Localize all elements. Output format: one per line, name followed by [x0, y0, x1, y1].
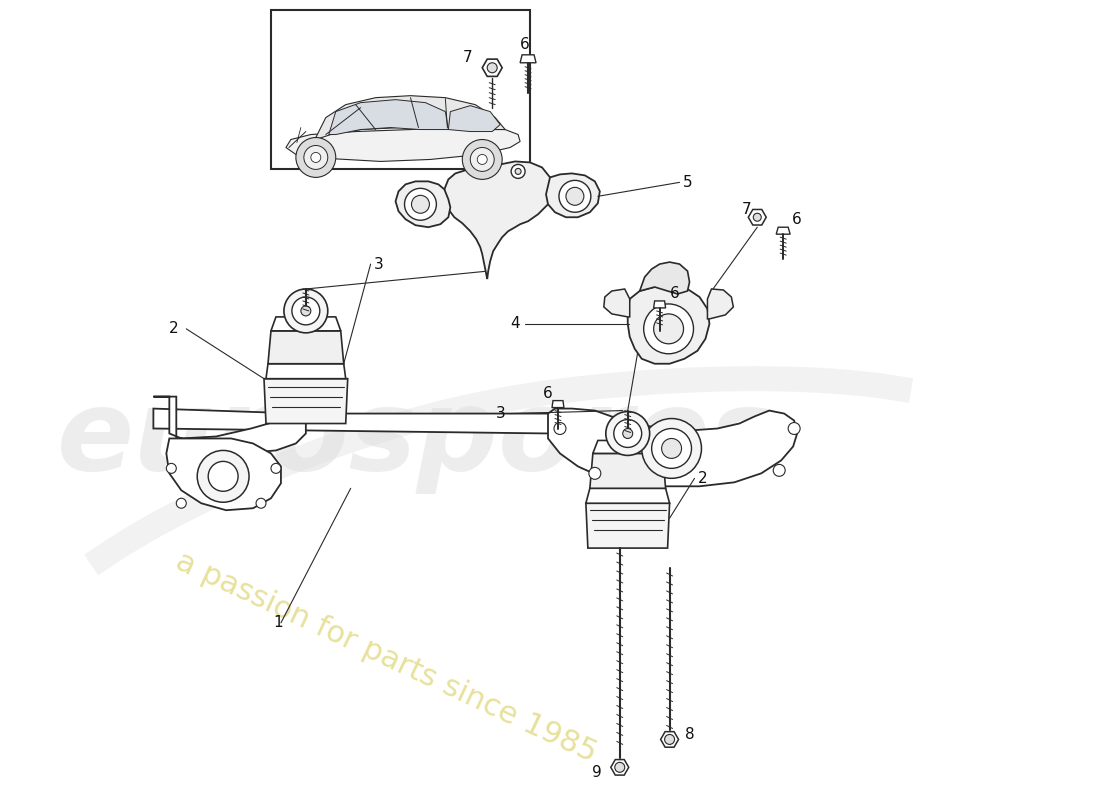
Text: 4: 4	[510, 316, 520, 331]
Polygon shape	[268, 331, 343, 364]
Circle shape	[559, 180, 591, 212]
Text: eurospores: eurospores	[57, 383, 778, 494]
Polygon shape	[552, 401, 564, 407]
Circle shape	[487, 62, 497, 73]
Polygon shape	[444, 162, 553, 279]
Polygon shape	[153, 397, 306, 454]
Polygon shape	[604, 289, 629, 317]
Text: 5: 5	[682, 175, 692, 190]
Polygon shape	[449, 106, 500, 131]
Circle shape	[405, 188, 437, 220]
Text: 9: 9	[592, 765, 602, 780]
Polygon shape	[311, 96, 505, 158]
Circle shape	[512, 165, 525, 178]
Circle shape	[515, 169, 521, 174]
Polygon shape	[707, 289, 734, 319]
Polygon shape	[266, 364, 345, 378]
Circle shape	[588, 467, 601, 479]
Polygon shape	[586, 488, 670, 503]
Text: 7: 7	[462, 50, 472, 66]
Text: 6: 6	[520, 38, 530, 52]
Circle shape	[477, 154, 487, 165]
Circle shape	[411, 195, 429, 214]
Circle shape	[208, 462, 238, 491]
Circle shape	[615, 762, 625, 772]
Circle shape	[166, 463, 176, 474]
Bar	[271, 10, 530, 170]
Polygon shape	[628, 286, 710, 364]
Text: 8: 8	[684, 727, 694, 742]
Circle shape	[653, 314, 683, 344]
Circle shape	[176, 498, 186, 508]
Circle shape	[644, 304, 693, 354]
Circle shape	[789, 422, 800, 434]
Text: 3: 3	[374, 257, 384, 271]
Polygon shape	[777, 227, 790, 234]
Circle shape	[641, 418, 702, 478]
Polygon shape	[610, 759, 629, 775]
Circle shape	[565, 187, 584, 206]
Circle shape	[304, 146, 328, 170]
Polygon shape	[640, 262, 690, 294]
Circle shape	[651, 429, 692, 468]
Polygon shape	[653, 301, 666, 308]
Text: a passion for parts since 1985: a passion for parts since 1985	[172, 547, 602, 768]
Polygon shape	[396, 182, 450, 227]
Text: 6: 6	[792, 212, 802, 226]
Circle shape	[471, 147, 494, 171]
Polygon shape	[264, 378, 348, 423]
Polygon shape	[286, 127, 520, 162]
Circle shape	[623, 429, 632, 438]
Polygon shape	[329, 100, 449, 134]
Circle shape	[311, 153, 321, 162]
Text: 1: 1	[273, 615, 283, 630]
Polygon shape	[590, 454, 666, 488]
Circle shape	[754, 214, 761, 222]
Circle shape	[292, 297, 320, 325]
Circle shape	[256, 498, 266, 508]
Text: 6: 6	[670, 286, 680, 302]
Circle shape	[271, 463, 281, 474]
Polygon shape	[748, 210, 767, 225]
Circle shape	[197, 450, 249, 502]
Circle shape	[296, 138, 336, 178]
Circle shape	[606, 411, 650, 455]
Circle shape	[462, 139, 503, 179]
Circle shape	[301, 306, 311, 316]
Polygon shape	[520, 55, 536, 62]
Polygon shape	[546, 174, 600, 218]
Text: 6: 6	[543, 386, 553, 401]
Text: 2: 2	[169, 322, 179, 336]
Polygon shape	[548, 409, 798, 486]
Polygon shape	[482, 59, 503, 76]
Circle shape	[664, 734, 674, 745]
Circle shape	[554, 422, 565, 434]
Polygon shape	[166, 438, 280, 510]
Polygon shape	[593, 441, 662, 454]
Circle shape	[614, 419, 641, 447]
Text: 3: 3	[496, 406, 506, 421]
Circle shape	[284, 289, 328, 333]
Circle shape	[661, 438, 682, 458]
Polygon shape	[661, 732, 679, 747]
Text: 7: 7	[741, 202, 751, 217]
Text: 2: 2	[697, 471, 707, 486]
Circle shape	[773, 464, 785, 476]
Polygon shape	[153, 409, 550, 434]
Polygon shape	[271, 317, 341, 331]
Polygon shape	[586, 503, 670, 548]
